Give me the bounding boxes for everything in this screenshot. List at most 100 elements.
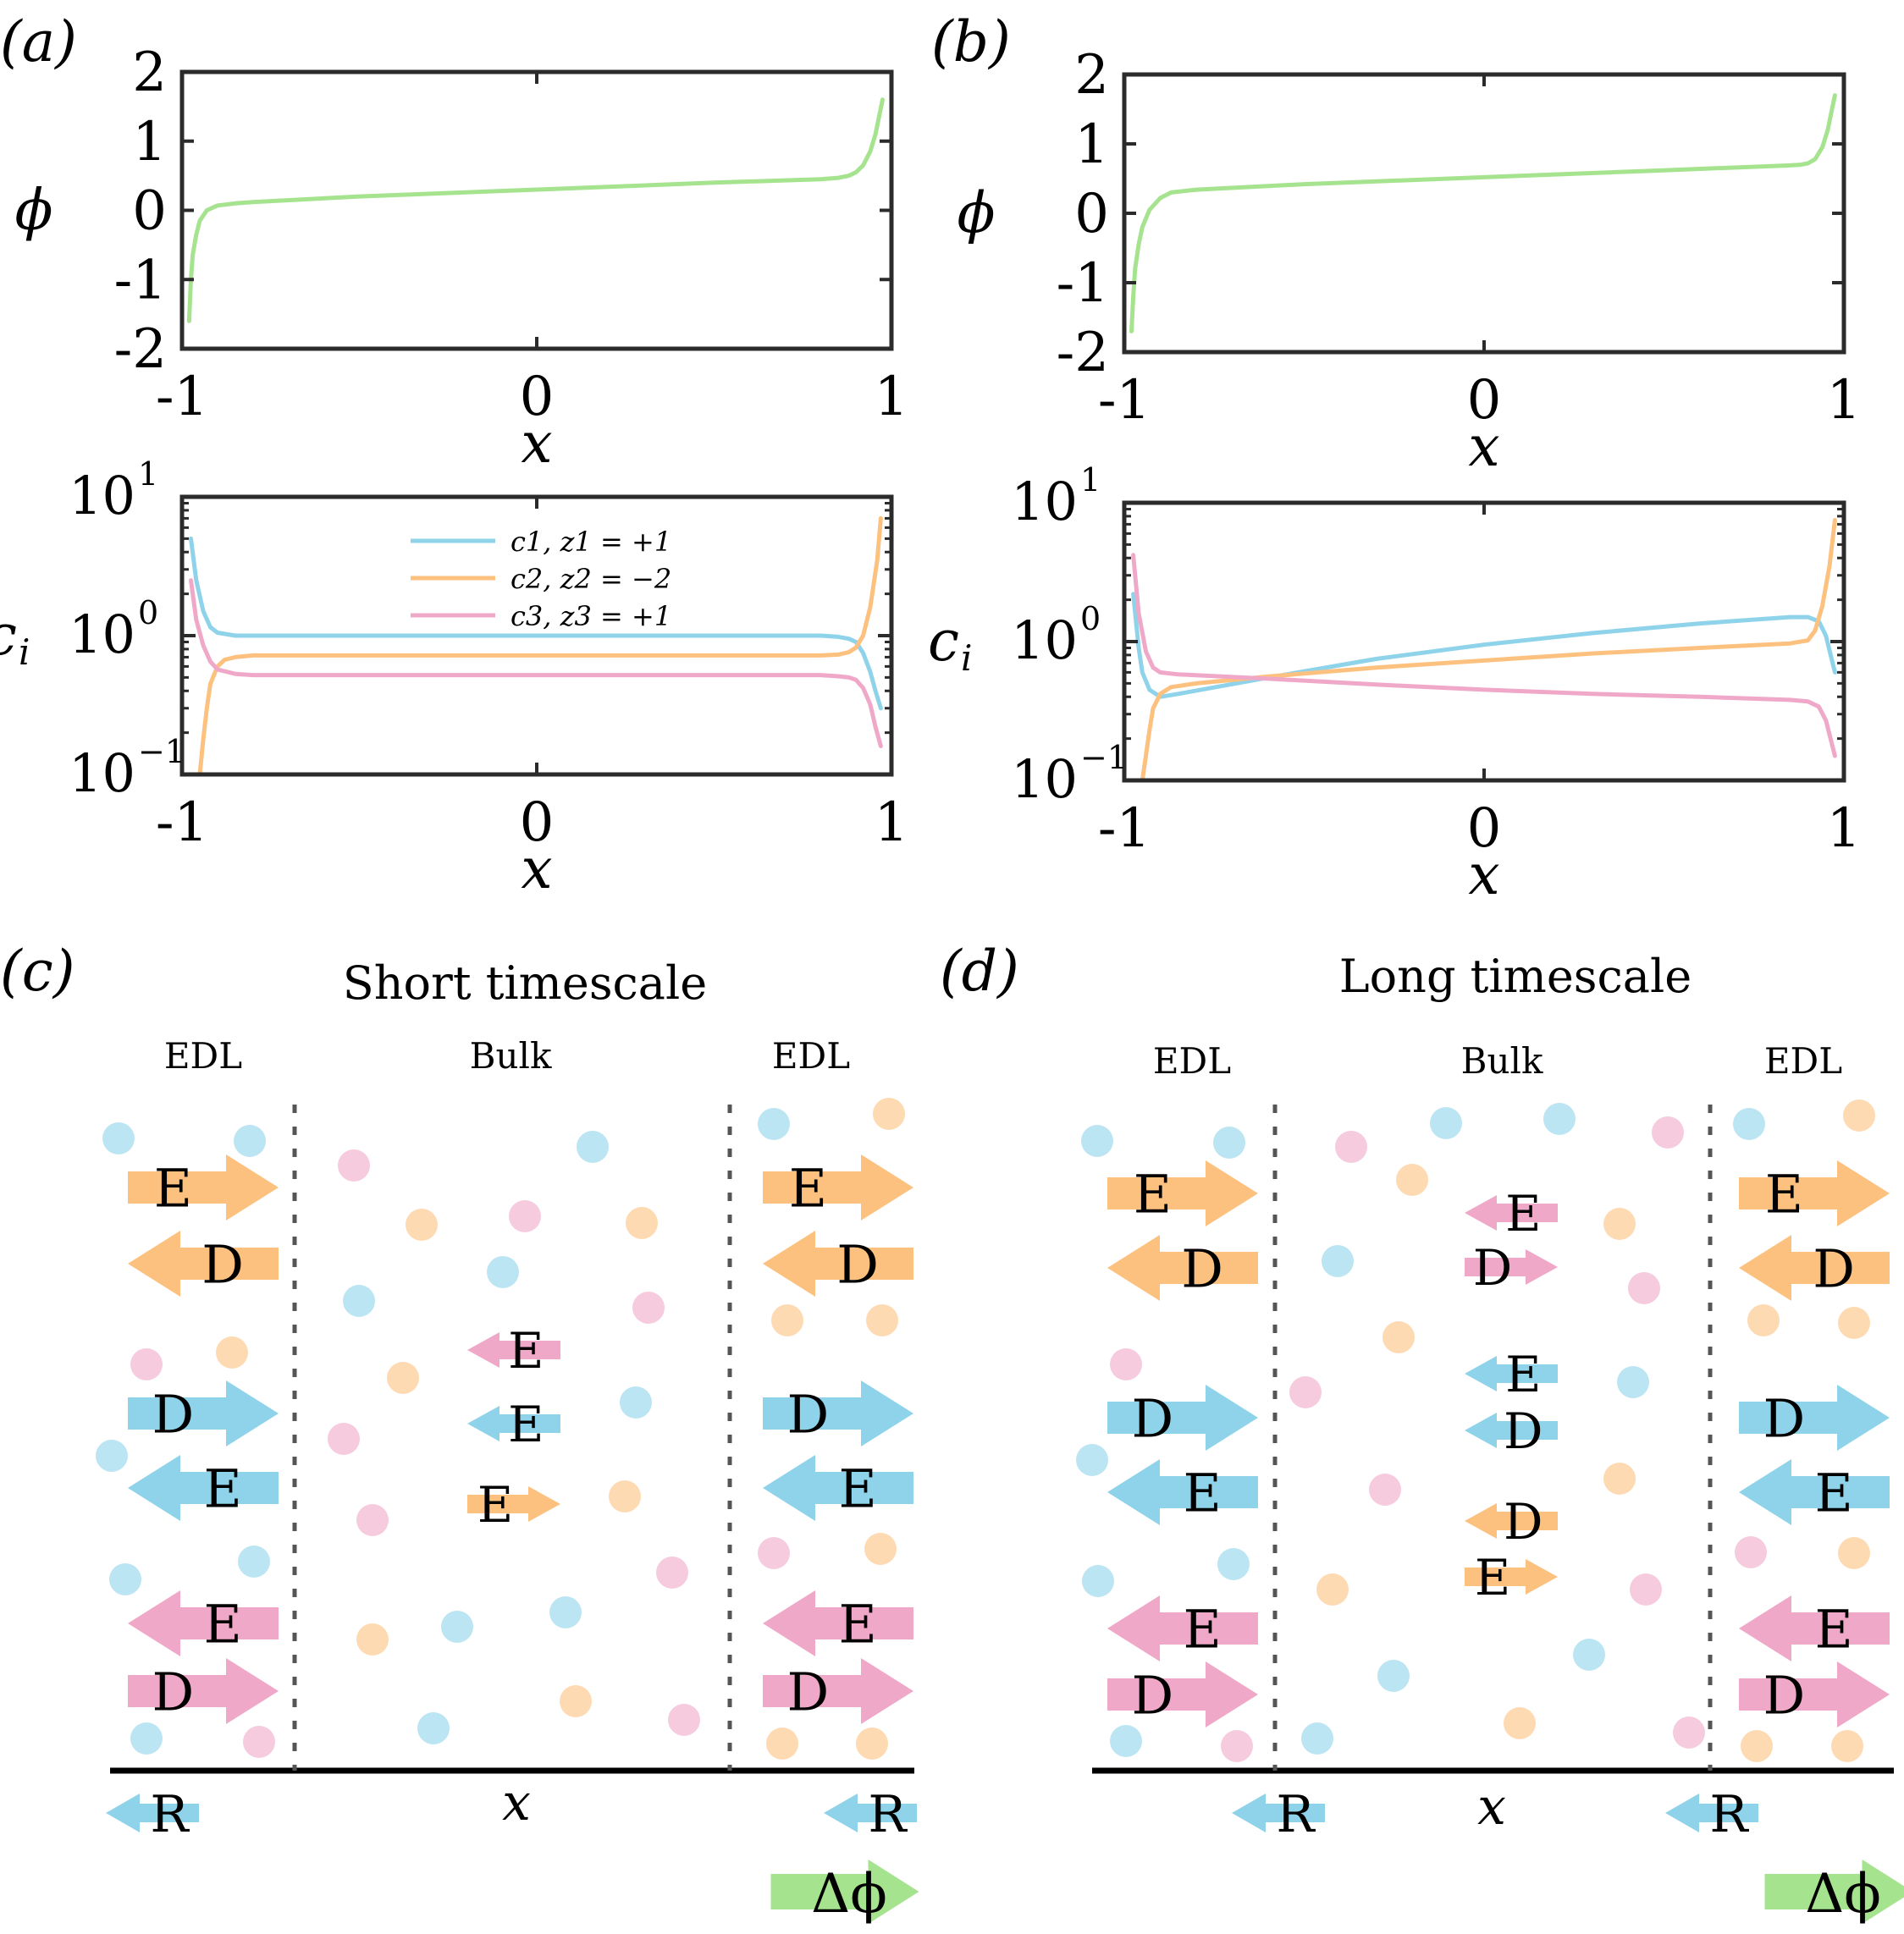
- ion-dot: [1430, 1107, 1462, 1139]
- arrow-shape: [763, 1455, 913, 1521]
- arrow-shape: [1465, 1249, 1558, 1285]
- panel-label-d: (d): [940, 939, 1019, 1004]
- arrow-shape: [1232, 1793, 1325, 1832]
- edl-flux-arrow: E: [1739, 1595, 1890, 1661]
- reaction-arrow-left: R: [1232, 1785, 1325, 1844]
- arrow-shape: [1107, 1661, 1258, 1727]
- series-line-b-c-1: [1140, 518, 1837, 783]
- legend-entry: c1, z1 = +1: [510, 526, 671, 558]
- x-tick-label: -1: [1098, 369, 1151, 432]
- arrow-label: E: [477, 1476, 513, 1534]
- arrow-label: D: [836, 1233, 879, 1295]
- x-axis-label: x: [521, 410, 552, 476]
- edl-flux-arrow: E: [1739, 1459, 1890, 1525]
- series-line-b-c-0: [1131, 592, 1837, 699]
- y-tick-exponent: 0: [1080, 600, 1101, 637]
- ion-dot: [873, 1098, 905, 1130]
- schematic-c-bulk: Bulk: [470, 1035, 552, 1077]
- applied-potential-arrow: Δϕ: [770, 1860, 919, 1926]
- edl-flux-arrow: D: [1107, 1235, 1258, 1301]
- ion-dot: [864, 1533, 897, 1565]
- series-line-b-phi-0: [1129, 93, 1837, 333]
- ion-dot: [758, 1537, 790, 1569]
- ion-dot: [577, 1131, 609, 1163]
- ion-dot: [387, 1362, 419, 1394]
- arrow-shape: [1107, 1595, 1258, 1661]
- edl-flux-arrow: D: [1739, 1661, 1890, 1727]
- edl-flux-arrow: E: [1107, 1160, 1258, 1226]
- x-tick-label: 0: [1467, 369, 1502, 432]
- applied-potential-label: Δϕ: [811, 1863, 887, 1926]
- ion-dot: [1838, 1537, 1870, 1569]
- y-tick-exponent: −1: [1080, 739, 1128, 776]
- reaction-arrow-left: R: [106, 1785, 199, 1844]
- arrow-shape: [128, 1380, 279, 1446]
- arrow-label: E: [1505, 1346, 1541, 1403]
- arrow-shape: [467, 1486, 560, 1522]
- panel-label-c: (c): [0, 939, 75, 1004]
- arrow-label: D: [1504, 1402, 1543, 1460]
- edl-flux-arrow: E: [128, 1154, 279, 1220]
- ion-dot: [1217, 1548, 1250, 1580]
- ion-dot: [1603, 1463, 1636, 1495]
- x-tick-label: 0: [520, 791, 555, 854]
- series-line-a-phi-0: [186, 97, 885, 323]
- edl-flux-arrow: E: [128, 1590, 279, 1656]
- ion-dot: [1573, 1639, 1605, 1671]
- arrow-label: D: [1132, 1387, 1174, 1449]
- ion-dot: [1335, 1131, 1367, 1163]
- arrow-shape: [763, 1658, 913, 1724]
- series-line-b-c-2: [1131, 553, 1837, 758]
- y-axis-label: ϕ: [15, 178, 53, 243]
- arrow-shape: [128, 1455, 279, 1521]
- arrow-label: E: [154, 1157, 192, 1219]
- bulk-flux-arrow: E: [467, 1476, 560, 1534]
- ion-dot: [509, 1200, 541, 1232]
- y-axis-label: c: [0, 603, 17, 668]
- schematic-c-title: Short timescale: [343, 956, 707, 1010]
- arrow-shape: [128, 1658, 279, 1724]
- arrow-shape: [1465, 1503, 1558, 1539]
- schematic-d-axis-label: x: [1477, 1777, 1506, 1837]
- schematic-d-bulk: Bulk: [1461, 1040, 1543, 1082]
- y-tick-label: 10: [69, 603, 135, 665]
- edl-flux-arrow: E: [1107, 1459, 1258, 1525]
- schematic-d-right-edl: EDL: [1764, 1040, 1842, 1082]
- y-tick-exponent: 1: [1080, 461, 1101, 499]
- schematic-c-left-edl: EDL: [164, 1035, 242, 1077]
- ion-dot: [560, 1685, 592, 1717]
- arrow-label: D: [787, 1661, 830, 1722]
- ion-dot: [549, 1596, 582, 1628]
- arrow-shape: [1739, 1661, 1890, 1727]
- arrow-shape: [763, 1380, 913, 1446]
- ion-dot: [1396, 1164, 1428, 1196]
- ion-dot: [243, 1726, 275, 1758]
- y-tick-label: 1: [132, 111, 167, 174]
- arrow-shape: [1739, 1385, 1890, 1451]
- arrow-label: D: [1473, 1239, 1513, 1297]
- edl-flux-arrow: D: [1739, 1235, 1890, 1301]
- arrow-label: D: [152, 1661, 195, 1722]
- y-axis-label: c: [928, 609, 959, 674]
- y-axis-label: ϕ: [958, 180, 996, 245]
- reaction-label-right: R: [1709, 1785, 1749, 1844]
- arrow-shape: [1739, 1595, 1890, 1661]
- arrow-shape: [128, 1590, 279, 1656]
- arrow-shape: [1764, 1860, 1904, 1924]
- ion-dot: [1603, 1208, 1636, 1240]
- x-tick-label: 1: [1827, 369, 1862, 432]
- ion-dot: [656, 1557, 688, 1589]
- arrow-shape: [128, 1231, 279, 1297]
- arrow-shape: [128, 1154, 279, 1220]
- y-tick-exponent: 1: [138, 455, 158, 493]
- ion-dot: [1110, 1725, 1142, 1757]
- reaction-arrow-right: R: [1665, 1785, 1758, 1844]
- x-tick-label: -1: [156, 366, 208, 428]
- arrow-label: D: [1763, 1664, 1806, 1726]
- y-tick-label: 10: [1011, 471, 1078, 532]
- y-tick-exponent: −1: [138, 733, 185, 770]
